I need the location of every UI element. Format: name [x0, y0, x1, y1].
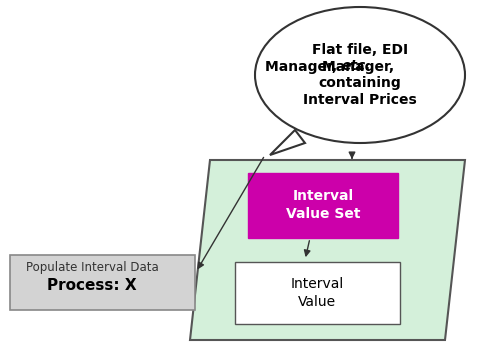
Text: etc.: etc. [342, 59, 372, 73]
Text: Populate Interval Data: Populate Interval Data [25, 262, 158, 275]
Bar [248, 173, 398, 238]
Text: Process: X: Process: X [47, 277, 137, 293]
Text: Manager,: Manager, [322, 59, 398, 73]
Text: Flat file, EDI: Flat file, EDI [312, 42, 408, 57]
Text: containing: containing [319, 77, 401, 90]
Polygon shape [190, 160, 465, 340]
Bar [10, 255, 195, 310]
Ellipse shape [255, 7, 465, 143]
Text: Interval
Value Set: Interval Value Set [286, 189, 360, 221]
Text: Manager,: Manager, [265, 59, 342, 73]
Text: Interval
Value: Interval Value [290, 277, 344, 309]
Polygon shape [270, 130, 305, 155]
Bar [235, 262, 400, 324]
Text: Interval Prices: Interval Prices [303, 93, 417, 108]
